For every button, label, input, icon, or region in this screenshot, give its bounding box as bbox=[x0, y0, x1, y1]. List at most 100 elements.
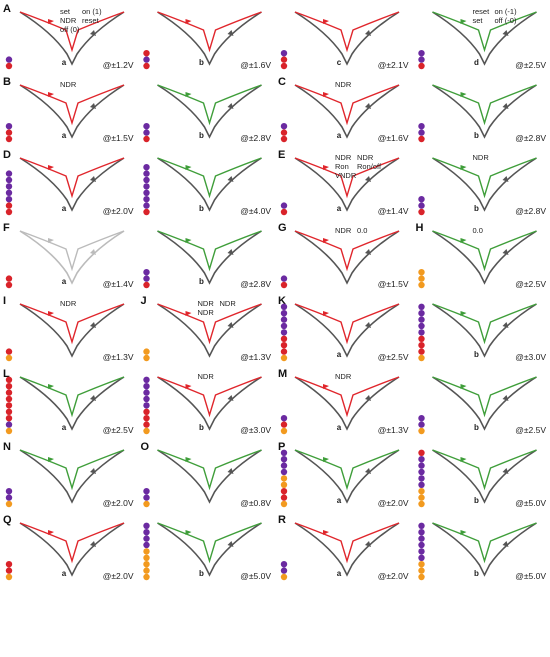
iv-branch-on bbox=[19, 11, 125, 53]
sweep-arrow bbox=[185, 384, 192, 389]
molecule-bead bbox=[418, 129, 425, 136]
molecule-bead bbox=[280, 462, 288, 469]
sweep-voltage-label: @±4.0V bbox=[240, 206, 271, 216]
sub-label: a bbox=[337, 496, 342, 505]
sweep-arrow bbox=[323, 19, 329, 24]
iv-branch-off bbox=[294, 376, 400, 431]
molecule-bead bbox=[280, 310, 288, 317]
curve-annotation: NDR bbox=[60, 16, 77, 25]
iv-branch-on bbox=[432, 449, 537, 491]
sweep-arrow bbox=[227, 176, 234, 182]
iv-branch-on bbox=[19, 303, 125, 345]
panel-label: D bbox=[3, 149, 11, 161]
iv-panel: H 0.0 @±2.5V bbox=[416, 222, 547, 289]
iv-branch-on bbox=[157, 230, 262, 272]
iv-panel: Qa @±2.0V bbox=[3, 514, 134, 581]
curve-annotation: Ron bbox=[335, 162, 349, 171]
molecule-bead bbox=[143, 548, 150, 555]
sweep-arrow bbox=[323, 384, 329, 389]
molecule-bead bbox=[280, 303, 288, 310]
molecule-bead bbox=[5, 123, 13, 130]
sweep-arrow bbox=[185, 530, 192, 535]
sweep-arrow bbox=[365, 468, 371, 474]
sweep-voltage-label: @±2.0V bbox=[103, 498, 134, 508]
molecule-bead bbox=[143, 348, 150, 355]
curve-annotation: NDR bbox=[335, 153, 352, 162]
molecule-bead bbox=[143, 494, 150, 501]
iv-branch-on bbox=[157, 376, 262, 418]
iv-branch-off bbox=[157, 376, 262, 431]
curve-annotation: NDR bbox=[335, 226, 352, 235]
molecule-bead bbox=[418, 529, 425, 536]
molecule-bead bbox=[418, 500, 425, 508]
sweep-arrow bbox=[365, 395, 371, 401]
sweep-arrow bbox=[460, 165, 467, 170]
molecule-bead bbox=[418, 475, 425, 482]
curve-annotation: NDR bbox=[198, 372, 215, 381]
iv-panel: b @±4.0V bbox=[143, 157, 271, 216]
molecule-bead bbox=[418, 342, 425, 349]
molecule-bead bbox=[280, 561, 288, 568]
iv-branch-on bbox=[432, 376, 537, 418]
iv-branch-on bbox=[294, 449, 400, 491]
curve-annotation: on (1) bbox=[82, 7, 102, 16]
sweep-arrow bbox=[502, 30, 509, 36]
molecule-bead bbox=[280, 129, 288, 136]
molecule-bead bbox=[418, 269, 425, 276]
molecule-bead bbox=[5, 421, 13, 428]
curve-annotation: NDR bbox=[220, 299, 237, 308]
iv-branch-off bbox=[294, 303, 400, 358]
sweep-arrow bbox=[502, 176, 509, 182]
molecule-bead bbox=[5, 129, 13, 136]
molecule-bead bbox=[143, 129, 150, 136]
sweep-voltage-label: @±1.3V bbox=[240, 352, 271, 362]
molecule-bead bbox=[418, 421, 425, 428]
molecule-bead bbox=[418, 554, 425, 561]
iv-branch-off bbox=[294, 449, 400, 504]
iv-panel: b @±5.0V bbox=[418, 449, 546, 508]
molecule-bead bbox=[280, 427, 288, 435]
sweep-voltage-label: @±5.0V bbox=[240, 571, 271, 581]
molecule-bead bbox=[5, 567, 13, 574]
molecule-bead bbox=[5, 402, 13, 409]
iv-branch-on bbox=[432, 230, 537, 272]
curve-annotation: NDR bbox=[60, 299, 77, 308]
molecule-bead bbox=[143, 208, 150, 216]
panel-label: F bbox=[3, 222, 10, 234]
sub-label: b bbox=[474, 131, 479, 140]
panel-label: P bbox=[278, 441, 285, 453]
molecule-bead bbox=[418, 427, 425, 435]
iv-branch-off bbox=[157, 230, 262, 285]
iv-branch-on bbox=[157, 11, 262, 53]
panel-label: J bbox=[141, 295, 147, 307]
molecule-bead bbox=[143, 189, 150, 196]
sub-label: b bbox=[474, 496, 479, 505]
molecule-bead bbox=[5, 176, 13, 184]
molecule-bead bbox=[280, 488, 288, 495]
molecule-bead bbox=[418, 456, 425, 463]
curve-annotation: set bbox=[60, 7, 71, 16]
molecule-bead bbox=[143, 50, 150, 57]
molecule-bead bbox=[143, 561, 150, 568]
sweep-arrow bbox=[185, 457, 192, 462]
sweep-voltage-label: @±1.6V bbox=[240, 60, 271, 70]
molecule-bead bbox=[5, 281, 13, 289]
sweep-arrow bbox=[48, 165, 54, 170]
molecule-bead bbox=[418, 522, 425, 529]
molecule-bead bbox=[280, 275, 288, 282]
sweep-arrow bbox=[323, 311, 329, 316]
sweep-arrow bbox=[460, 311, 467, 316]
iv-panel: b @±2.8V bbox=[143, 230, 271, 289]
iv-branch-on bbox=[294, 84, 400, 126]
sweep-arrow bbox=[90, 249, 96, 255]
molecule-bead bbox=[280, 62, 288, 70]
curve-annotation: reset bbox=[82, 16, 100, 25]
sweep-arrow bbox=[502, 468, 509, 474]
iv-branch-off bbox=[19, 11, 125, 66]
iv-panel: b @±2.8V bbox=[143, 84, 271, 143]
curve-annotation: off (0) bbox=[60, 25, 80, 34]
molecule-bead bbox=[5, 56, 13, 63]
iv-branch-off bbox=[432, 522, 537, 577]
sweep-arrow bbox=[502, 322, 509, 328]
